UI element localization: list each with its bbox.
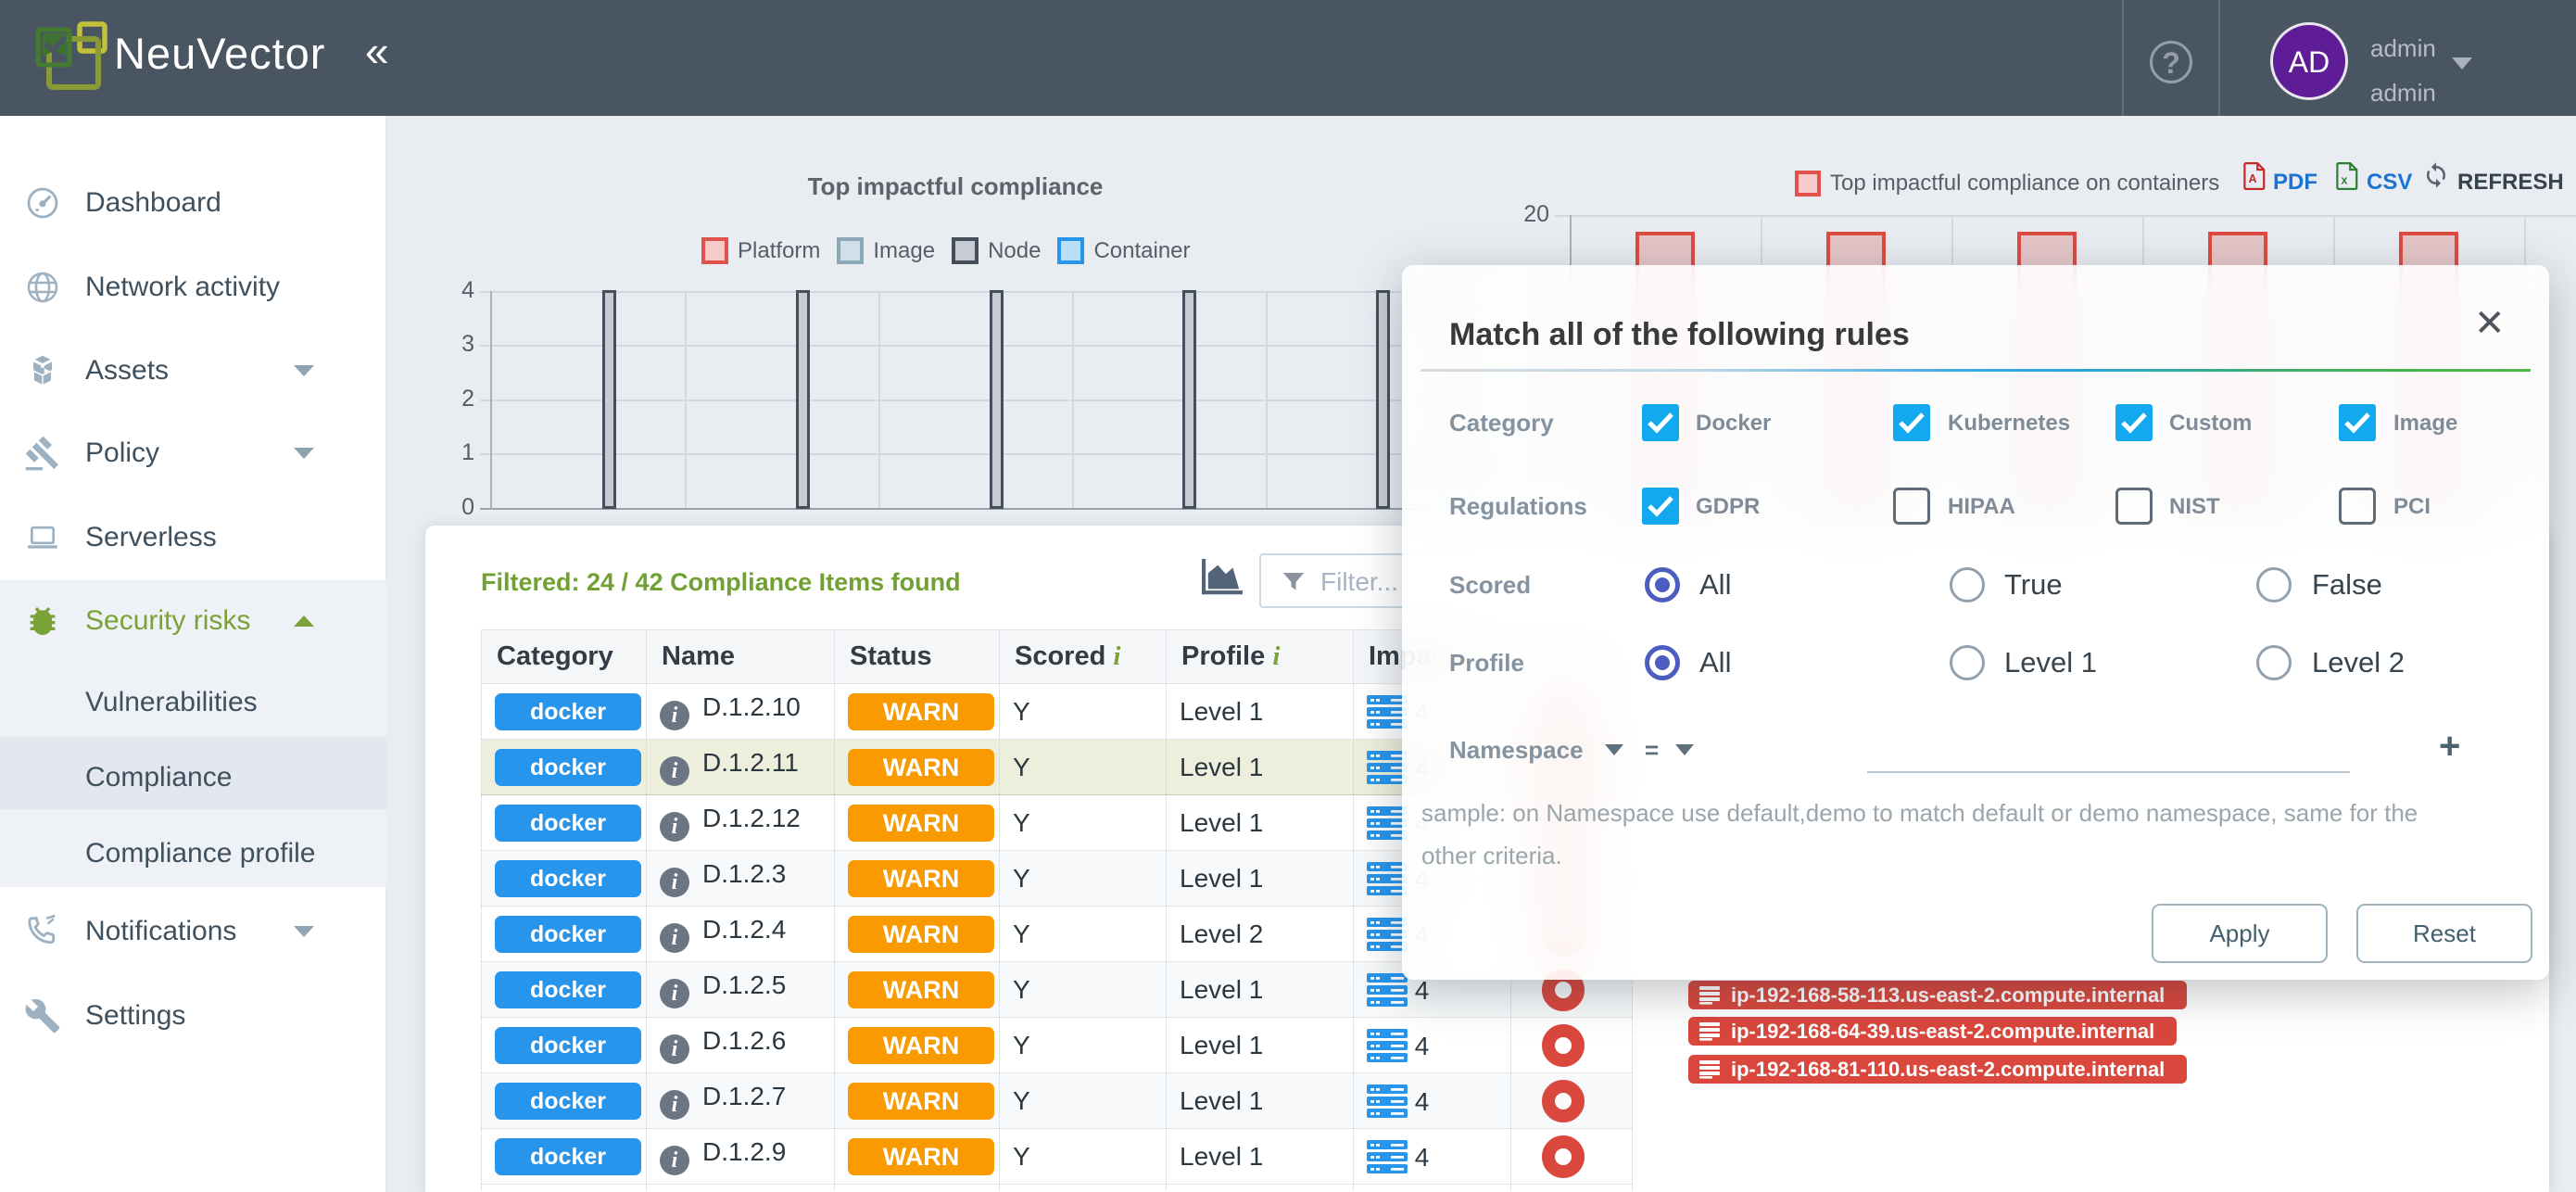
svg-text:A: A <box>2249 172 2257 185</box>
svg-text:x: x <box>2342 173 2348 186</box>
